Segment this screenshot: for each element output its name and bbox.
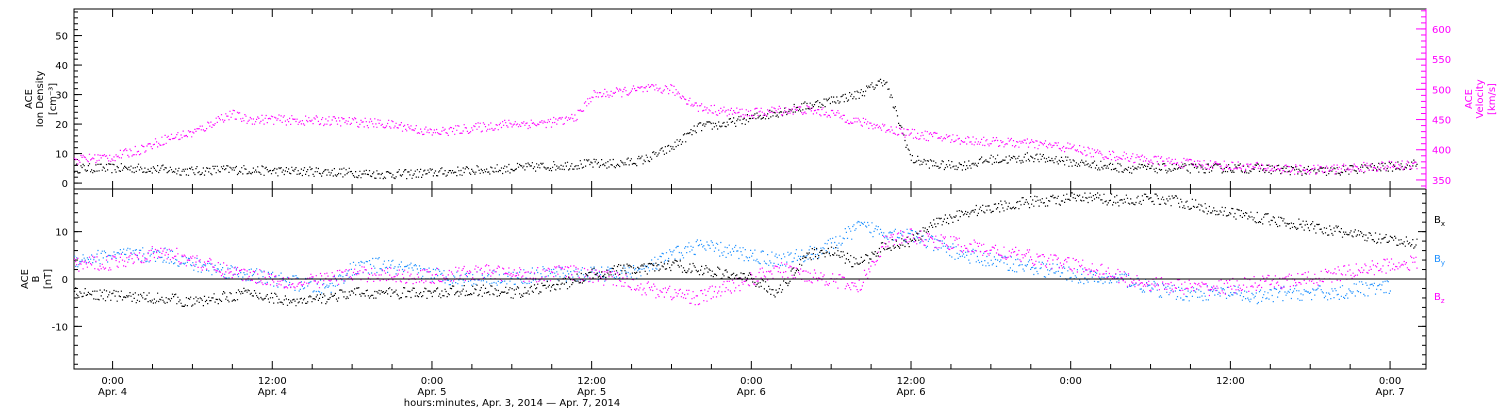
x-date-label: Apr. 5 [577, 387, 606, 398]
top-left-axis-label-2: Ion Density [35, 71, 46, 128]
legend-bz: Bz [1434, 292, 1445, 305]
x-time-label: 0:00 [101, 376, 123, 387]
x-time-label: 12:00 [1216, 376, 1245, 387]
legend-bx: Bx [1434, 215, 1445, 228]
top-right-axis-label-3: [km/s] [1487, 83, 1498, 115]
top-left-axis-label-1: ACE [24, 89, 35, 109]
x-time-label: 0:00 [740, 376, 762, 387]
top-panel-series [74, 78, 1418, 180]
series-bx-points [74, 192, 1418, 307]
bottom-panel-series [74, 192, 1418, 307]
x-date-label: Apr. 5 [417, 387, 446, 398]
x-axis-ticks: 0:00 12:00 0:00 12:00 0:00 12:00 0:00 12:00 0:00… [98, 9, 1405, 398]
bottom-axis-label-2: B [31, 275, 42, 282]
series-ion-density-points [74, 78, 1418, 180]
top-left-tick-label: 50 [55, 32, 68, 43]
top-left-tick-label: 40 [55, 61, 68, 72]
top-right-tick-label: 600 [1432, 25, 1451, 36]
x-time-label: 0:00 [421, 376, 443, 387]
bottom-axis-label-3: [nT] [43, 269, 54, 289]
top-right-tick-label: 450 [1432, 116, 1451, 127]
x-time-label: 12:00 [577, 376, 606, 387]
x-time-label: 12:00 [897, 376, 926, 387]
top-left-tick-label: 10 [55, 150, 68, 161]
series-bz [74, 228, 1418, 306]
x-date-label: Apr. 4 [98, 387, 127, 398]
bottom-axis-label-1: ACE [20, 269, 31, 289]
top-left-axis-label-3: [cm⁻³] [48, 83, 59, 115]
x-time-label: 12:00 [258, 376, 287, 387]
bottom-left-tick-label: 0 [62, 275, 68, 286]
bottom-left-tick-label: 10 [55, 228, 68, 239]
top-left-tick-label: 30 [55, 91, 68, 102]
legend: Bx By Bz [1434, 215, 1445, 305]
x-time-label: 0:00 [1379, 376, 1401, 387]
top-right-tick-label: 400 [1432, 146, 1451, 157]
series-bx [74, 192, 1418, 307]
x-date-label: Apr. 6 [737, 387, 766, 398]
top-right-axis: 350 400 450 500 550 600 [1416, 9, 1451, 189]
series-velocity-points [74, 84, 1418, 175]
series-velocity [74, 84, 1418, 175]
top-left-tick-label: 0 [62, 179, 68, 190]
x-time-label: 0:00 [1059, 376, 1081, 387]
top-right-axis-label-1: ACE [1464, 89, 1475, 109]
x-date-label: Apr. 4 [258, 387, 287, 398]
top-right-axis-label-2: Velocity [1475, 79, 1486, 118]
series-by [74, 220, 1391, 305]
x-date-label: Apr. 6 [896, 387, 925, 398]
top-left-tick-label: 20 [55, 120, 68, 131]
series-ion-density [74, 78, 1418, 180]
bottom-left-axis: -10 0 10 [52, 193, 1426, 365]
legend-by: By [1434, 254, 1445, 267]
bottom-left-tick-label: -10 [52, 322, 68, 333]
x-date-label: Apr. 7 [1376, 387, 1405, 398]
top-right-tick-label: 350 [1432, 176, 1451, 187]
x-axis-title: hours:minutes, Apr. 3, 2014 — Apr. 7, 20… [404, 398, 621, 409]
series-bz-points [74, 228, 1418, 306]
top-right-tick-label: 550 [1432, 55, 1451, 66]
series-by-points [74, 220, 1391, 305]
top-right-tick-label: 500 [1432, 85, 1451, 96]
top-left-axis: 0 10 20 30 40 50 [55, 11, 82, 190]
top-panel-frame [73, 8, 1427, 190]
